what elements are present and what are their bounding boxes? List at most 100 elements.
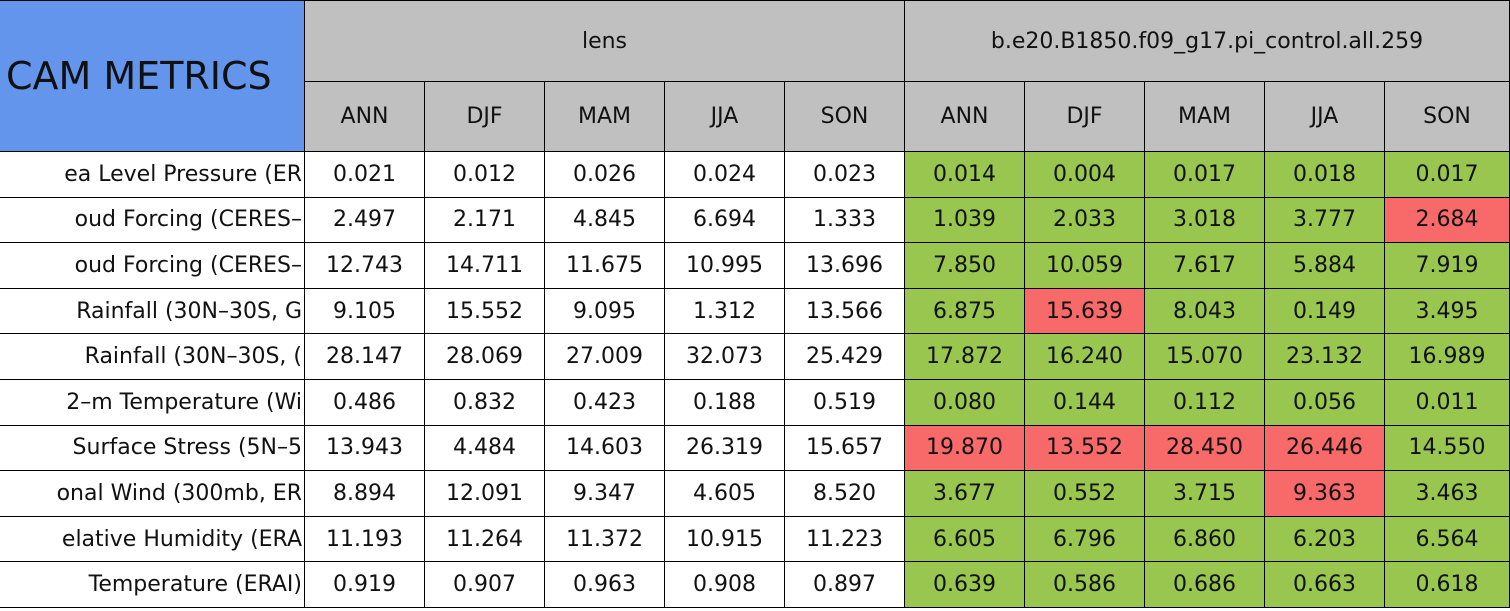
value-cell: 13.696 (784, 242, 905, 289)
value-cell: 6.875 (904, 287, 1025, 335)
row-label: elative Humidity (ERA (0, 515, 305, 563)
value-cell: 0.014 (904, 151, 1025, 198)
value-cell: 2.497 (304, 196, 425, 244)
value-cell: 3.463 (1384, 470, 1510, 517)
value-cell: 3.715 (1144, 470, 1265, 517)
value-cell: 0.012 (424, 151, 545, 198)
season-header: MAM (1144, 81, 1265, 152)
row-label: ea Level Pressure (ER (0, 151, 305, 198)
value-cell: 0.149 (1264, 287, 1385, 335)
value-cell: 0.552 (1024, 470, 1145, 517)
value-cell: 28.069 (424, 333, 545, 380)
value-cell: 7.617 (1144, 242, 1265, 289)
value-cell: 14.711 (424, 242, 545, 289)
value-cell: 13.552 (1024, 424, 1145, 472)
value-cell: 0.018 (1264, 151, 1385, 198)
value-cell: 28.450 (1144, 424, 1265, 472)
season-header: SON (784, 81, 905, 152)
value-cell: 11.675 (544, 242, 665, 289)
season-header: MAM (544, 81, 665, 152)
value-cell: 1.039 (904, 196, 1025, 244)
value-cell: 8.894 (304, 470, 425, 517)
value-cell: 0.011 (1384, 379, 1510, 426)
season-header: ANN (904, 81, 1025, 152)
group-header: lens (304, 0, 905, 82)
value-cell: 10.915 (664, 515, 785, 563)
value-cell: 13.566 (784, 287, 905, 335)
value-cell: 7.919 (1384, 242, 1510, 289)
value-cell: 6.564 (1384, 515, 1510, 563)
value-cell: 2.033 (1024, 196, 1145, 244)
season-header: ANN (304, 81, 425, 152)
value-cell: 2.684 (1384, 196, 1510, 244)
value-cell: 0.908 (664, 561, 785, 608)
value-cell: 6.694 (664, 196, 785, 244)
value-cell: 12.091 (424, 470, 545, 517)
row-label: onal Wind (300mb, ER (0, 470, 305, 517)
value-cell: 19.870 (904, 424, 1025, 472)
value-cell: 11.264 (424, 515, 545, 563)
value-cell: 0.519 (784, 379, 905, 426)
value-cell: 0.188 (664, 379, 785, 426)
value-cell: 8.520 (784, 470, 905, 517)
value-cell: 16.240 (1024, 333, 1145, 380)
value-cell: 0.897 (784, 561, 905, 608)
value-cell: 4.845 (544, 196, 665, 244)
value-cell: 0.004 (1024, 151, 1145, 198)
value-cell: 0.639 (904, 561, 1025, 608)
value-cell: 25.429 (784, 333, 905, 380)
value-cell: 3.495 (1384, 287, 1510, 335)
value-cell: 12.743 (304, 242, 425, 289)
value-cell: 11.223 (784, 515, 905, 563)
row-label: oud Forcing (CERES– (0, 196, 305, 244)
value-cell: 0.017 (1384, 151, 1510, 198)
value-cell: 0.586 (1024, 561, 1145, 608)
value-cell: 9.095 (544, 287, 665, 335)
value-cell: 0.963 (544, 561, 665, 608)
value-cell: 13.943 (304, 424, 425, 472)
value-cell: 0.618 (1384, 561, 1510, 608)
value-cell: 8.043 (1144, 287, 1265, 335)
value-cell: 0.017 (1144, 151, 1265, 198)
row-label: Rainfall (30N–30S, G (0, 287, 305, 335)
value-cell: 3.018 (1144, 196, 1265, 244)
value-cell: 15.070 (1144, 333, 1265, 380)
value-cell: 15.639 (1024, 287, 1145, 335)
value-cell: 14.603 (544, 424, 665, 472)
value-cell: 5.884 (1264, 242, 1385, 289)
value-cell: 26.319 (664, 424, 785, 472)
value-cell: 0.832 (424, 379, 545, 426)
value-cell: 0.919 (304, 561, 425, 608)
value-cell: 3.777 (1264, 196, 1385, 244)
value-cell: 0.026 (544, 151, 665, 198)
row-label: Temperature (ERAI) (0, 561, 305, 608)
value-cell: 3.677 (904, 470, 1025, 517)
value-cell: 10.995 (664, 242, 785, 289)
season-header: JJA (1264, 81, 1385, 152)
value-cell: 4.484 (424, 424, 545, 472)
season-header: DJF (424, 81, 545, 152)
value-cell: 0.080 (904, 379, 1025, 426)
value-cell: 10.059 (1024, 242, 1145, 289)
value-cell: 15.657 (784, 424, 905, 472)
value-cell: 32.073 (664, 333, 785, 380)
season-header: JJA (664, 81, 785, 152)
value-cell: 0.423 (544, 379, 665, 426)
value-cell: 0.686 (1144, 561, 1265, 608)
value-cell: 2.171 (424, 196, 545, 244)
row-label: Rainfall (30N–30S, ( (0, 333, 305, 380)
season-header: SON (1384, 81, 1510, 152)
group-header: b.e20.B1850.f09_g17.pi_control.all.259 (904, 0, 1510, 82)
value-cell: 1.312 (664, 287, 785, 335)
value-cell: 14.550 (1384, 424, 1510, 472)
value-cell: 0.024 (664, 151, 785, 198)
value-cell: 9.105 (304, 287, 425, 335)
value-cell: 9.347 (544, 470, 665, 517)
value-cell: 6.605 (904, 515, 1025, 563)
value-cell: 1.333 (784, 196, 905, 244)
value-cell: 6.796 (1024, 515, 1145, 563)
value-cell: 15.552 (424, 287, 545, 335)
value-cell: 11.193 (304, 515, 425, 563)
value-cell: 0.907 (424, 561, 545, 608)
value-cell: 26.446 (1264, 424, 1385, 472)
